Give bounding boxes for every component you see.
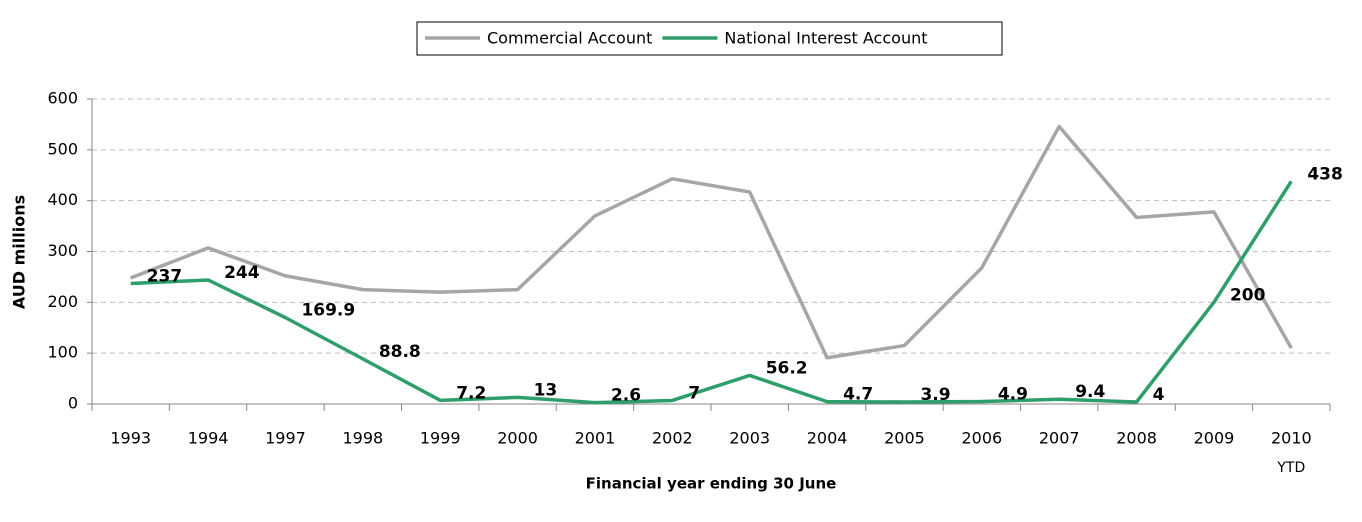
x-tick-label: 1999 [420,429,461,448]
data-label: 9.4 [1075,382,1105,402]
y-tick-label: 0 [68,394,78,413]
y-tick-label: 100 [47,343,78,362]
data-label: 7 [688,383,700,403]
data-label: 200 [1230,285,1266,305]
x-tick-label: 1993 [110,429,151,448]
data-label: 244 [224,263,260,283]
line-series [130,124,1293,360]
x-tick-label: 1997 [265,429,306,448]
x-tick-label: 2005 [884,429,925,448]
data-label: 56.2 [766,358,808,378]
y-tick-label: 300 [47,241,78,260]
x-tick-label: 2008 [1116,429,1157,448]
y-tick-label: 400 [47,190,78,209]
x-tick-label: 2010 [1271,429,1312,448]
data-label: 88.8 [379,342,421,362]
data-label: 7.2 [456,383,486,403]
data-label: 4.9 [998,385,1028,405]
x-tick-label: YTD [1276,460,1305,476]
x-tick-label: 1994 [188,429,229,448]
data-label: 237 [147,267,183,287]
x-tick-label: 2000 [497,429,538,448]
line-series [130,180,1293,405]
data-label: 2.6 [611,386,641,406]
x-tick-label: 2006 [961,429,1002,448]
x-tick-label: 2009 [1194,429,1235,448]
x-tick-label: 2002 [652,429,693,448]
data-label: 4 [1153,385,1165,405]
x-tick-label: 2001 [575,429,616,448]
x-tick-label: 2004 [807,429,848,448]
x-axis-title: Financial year ending 30 June [586,475,837,493]
y-tick-label: 500 [47,139,78,158]
x-tick-label: 2007 [1039,429,1080,448]
y-tick-label: 200 [47,292,78,311]
legend-label: Commercial Account [487,29,652,48]
x-tick-label: 2003 [729,429,770,448]
legend-label: National Interest Account [724,29,927,48]
legend-box [416,21,1003,56]
data-label: 4.7 [843,385,873,405]
y-axis-title: AUD millions [10,195,29,309]
y-tick-label: 600 [47,89,78,108]
data-label: 13 [534,380,558,400]
data-label: 3.9 [920,385,950,405]
data-label: 169.9 [301,301,355,321]
x-tick-label: 1998 [342,429,383,448]
data-label: 438 [1307,164,1343,184]
